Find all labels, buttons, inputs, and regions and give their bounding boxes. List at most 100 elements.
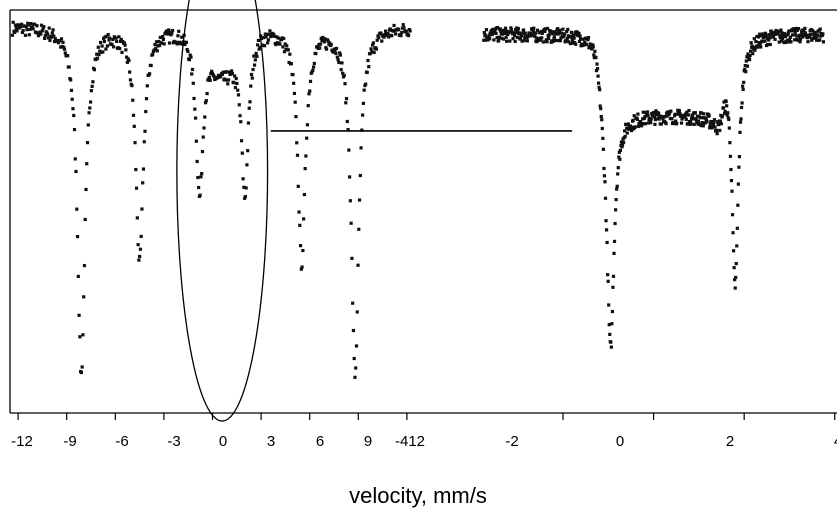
data-point: [304, 154, 308, 158]
data-point: [534, 36, 539, 40]
data-point: [132, 124, 136, 128]
data-point: [606, 279, 610, 283]
data-point: [727, 126, 731, 130]
data-point: [597, 85, 601, 89]
data-point: [42, 25, 46, 29]
data-point: [33, 22, 37, 26]
data-point: [799, 33, 803, 37]
data-point: [686, 122, 690, 126]
data-point: [278, 42, 282, 46]
data-point: [291, 72, 295, 77]
data-point: [337, 60, 341, 65]
data-point: [818, 27, 822, 31]
data-point: [643, 122, 647, 126]
data-point: [361, 101, 365, 105]
data-point: [190, 67, 195, 72]
data-point: [43, 34, 47, 38]
data-point: [232, 81, 236, 85]
data-point: [114, 36, 118, 40]
data-point: [210, 69, 214, 73]
data-point: [733, 286, 737, 290]
data-point: [654, 109, 658, 113]
data-point: [342, 73, 346, 78]
data-point: [372, 50, 376, 55]
data-point: [334, 51, 338, 55]
data-point: [484, 28, 489, 32]
data-point: [258, 45, 262, 49]
data-point: [13, 30, 17, 34]
spectrum-left-panel: [10, 20, 412, 379]
data-point: [598, 88, 602, 92]
data-point: [764, 33, 768, 37]
data-point: [375, 38, 379, 42]
data-point: [234, 76, 238, 81]
data-point: [312, 61, 316, 66]
data-point: [282, 36, 286, 41]
data-point: [803, 26, 807, 31]
data-point: [723, 109, 727, 113]
data-point: [185, 47, 189, 52]
data-point: [369, 47, 373, 51]
data-point: [761, 32, 765, 36]
data-point: [685, 110, 689, 114]
data-point: [51, 28, 55, 32]
data-point: [721, 106, 726, 110]
data-point: [21, 29, 25, 33]
data-point: [748, 53, 752, 58]
data-point: [170, 31, 174, 35]
data-point: [72, 127, 77, 132]
data-point: [266, 38, 270, 42]
data-point: [354, 344, 359, 348]
data-point: [125, 60, 129, 64]
data-point: [236, 93, 241, 97]
data-point: [135, 216, 139, 220]
data-point: [557, 31, 561, 35]
data-point: [584, 43, 588, 47]
data-point: [547, 33, 551, 37]
tick-label: -412: [395, 433, 425, 450]
data-point: [577, 31, 581, 35]
x-ticks-right-panel: -2 0 2 4: [505, 433, 837, 450]
data-point: [624, 122, 628, 127]
data-point: [193, 116, 198, 120]
data-point: [365, 70, 369, 75]
data-point: [604, 228, 609, 232]
data-point: [47, 26, 51, 30]
data-point: [604, 219, 608, 223]
tick-label: 2: [726, 433, 734, 450]
data-point: [226, 78, 231, 82]
data-point: [262, 35, 266, 40]
data-point: [615, 184, 619, 188]
data-point: [766, 42, 770, 47]
data-point: [192, 96, 196, 101]
data-point: [298, 244, 303, 248]
data-point: [67, 65, 71, 69]
data-point: [484, 38, 488, 42]
data-point: [118, 39, 123, 44]
data-point: [308, 79, 313, 83]
data-point: [572, 36, 576, 40]
data-point: [733, 278, 737, 282]
data-point: [657, 111, 661, 115]
data-point: [594, 69, 599, 73]
data-point: [569, 34, 573, 38]
data-point: [39, 32, 43, 36]
data-point: [175, 42, 179, 46]
data-point: [767, 38, 771, 42]
data-point: [160, 41, 164, 45]
data-point: [728, 141, 732, 145]
data-point: [13, 23, 18, 27]
data-point: [564, 39, 568, 43]
data-point: [649, 121, 653, 125]
data-point: [239, 139, 244, 143]
data-point: [785, 40, 789, 44]
data-point: [719, 122, 723, 126]
data-point: [346, 128, 350, 132]
annotations: [176, 0, 573, 422]
data-point: [518, 36, 523, 40]
data-point: [561, 27, 565, 31]
data-point: [619, 140, 624, 144]
data-point: [348, 199, 352, 203]
data-point: [115, 39, 119, 43]
data-point: [197, 185, 201, 190]
